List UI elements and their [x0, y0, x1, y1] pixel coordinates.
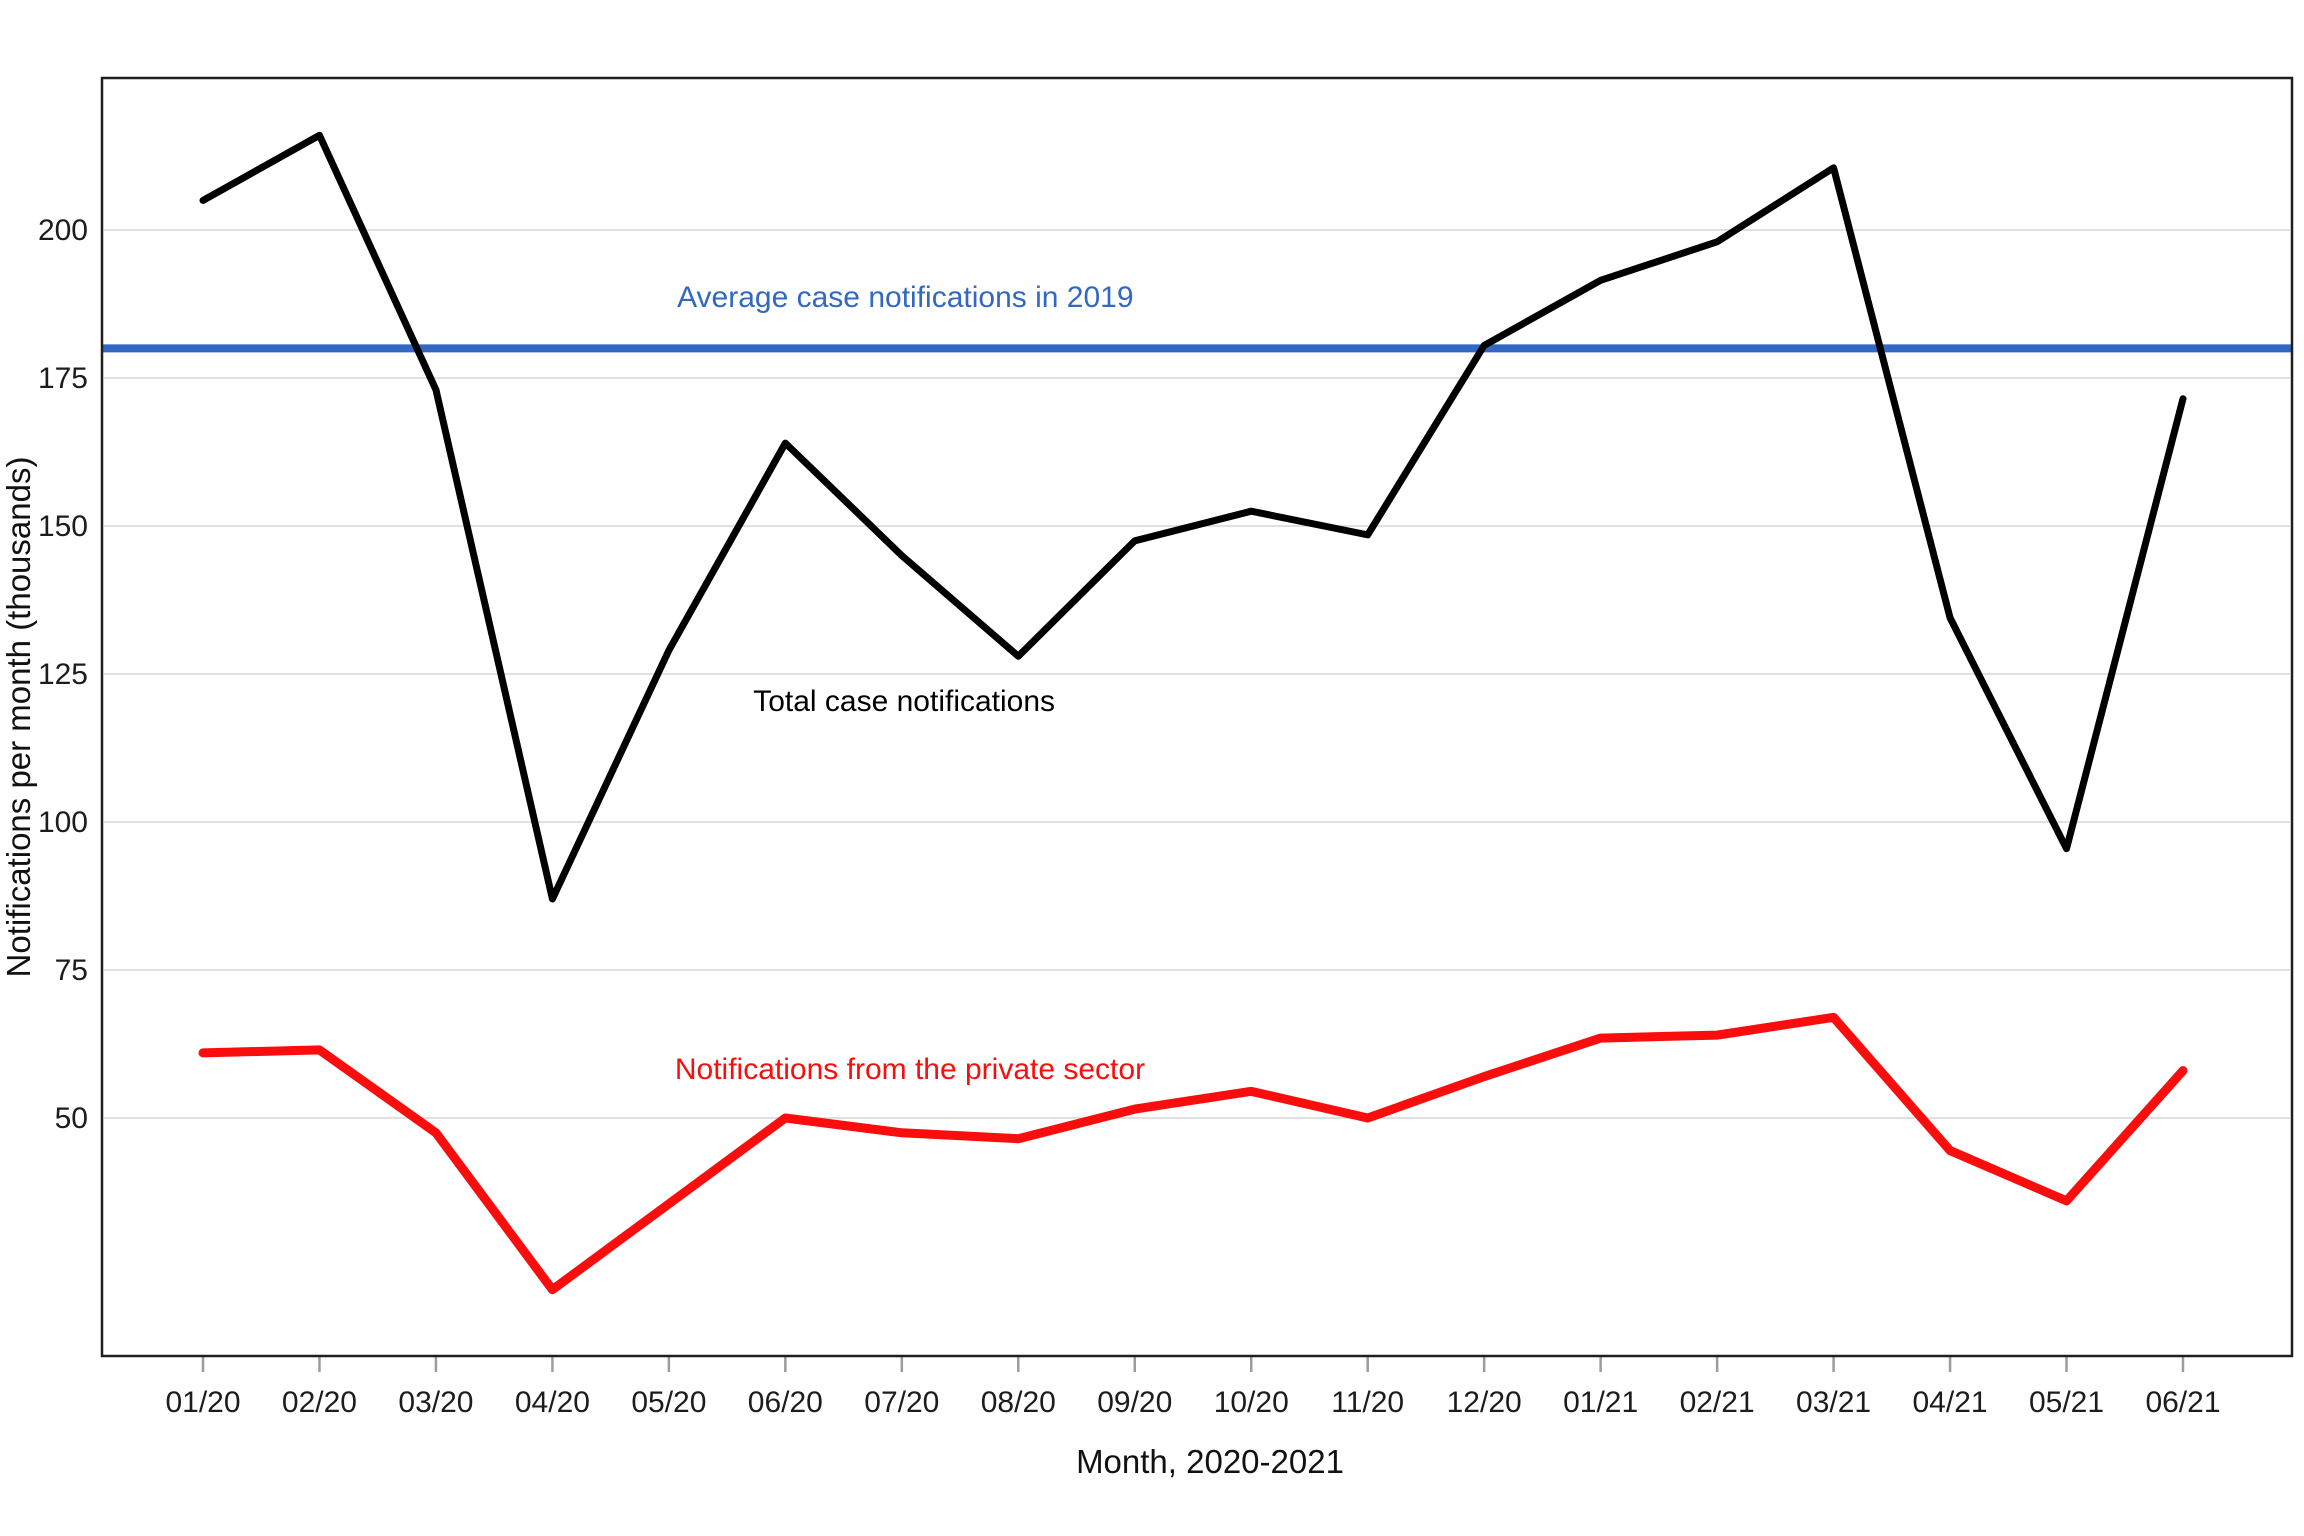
series-private-sector-notifications: [198, 1012, 2188, 1295]
x-axis-tick-label: 12/20: [1447, 1386, 1522, 1419]
x-axis-tick-label: 02/20: [282, 1386, 357, 1419]
x-axis-tick-label: 06/20: [748, 1386, 823, 1419]
series-total-case-notifications: [199, 131, 2187, 903]
private-series-label: Notifications from the private sector: [675, 1053, 1145, 1086]
y-axis-tick-label: 175: [38, 362, 88, 395]
x-axis-tick-label: 02/21: [1680, 1386, 1755, 1419]
y-axis-tick-label: 200: [38, 214, 88, 247]
x-axis-tick-label: 08/20: [981, 1386, 1056, 1419]
plot-border: [100, 76, 2294, 1358]
total-series-label: Total case notifications: [753, 685, 1055, 718]
x-axis-tick-label: 03/21: [1796, 1386, 1871, 1419]
x-axis-tick-label: 11/20: [1331, 1386, 1404, 1419]
x-axis-tick-label: 04/21: [1913, 1386, 1988, 1419]
y-axis-title: Notifications per month (thousands): [0, 457, 37, 978]
x-axis-tick-label: 01/20: [165, 1386, 240, 1419]
x-axis-tick-label: 04/20: [515, 1386, 590, 1419]
x-axis-tick-label: 05/21: [2029, 1386, 2104, 1419]
x-axis-tick-label: 03/20: [398, 1386, 473, 1419]
x-axis-tick-label: 05/20: [631, 1386, 706, 1419]
y-axis-tick-label: 100: [38, 806, 88, 839]
x-axis-tick-label: 10/20: [1214, 1386, 1289, 1419]
y-axis-tick-label: 150: [38, 510, 88, 543]
x-axis-tick-label: 07/20: [864, 1386, 939, 1419]
y-axis-tick-label: 125: [38, 658, 88, 691]
reference-line-label: Average case notifications in 2019: [677, 281, 1133, 314]
y-axis-tick-label: 75: [55, 954, 88, 987]
x-axis-title: Month, 2020-2021: [1076, 1443, 1344, 1480]
x-axis-tick-label: 01/21: [1563, 1386, 1638, 1419]
x-axis-tick-label: 06/21: [2145, 1386, 2220, 1419]
x-axis-tick-label: 09/20: [1097, 1386, 1172, 1419]
y-axis-tick-label: 50: [55, 1102, 88, 1135]
